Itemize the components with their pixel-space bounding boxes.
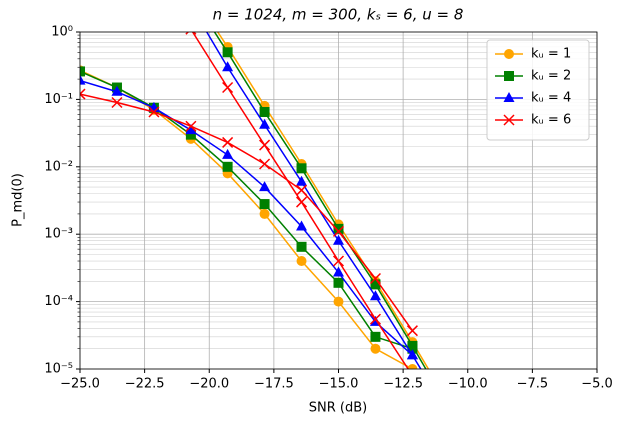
marker [369,290,381,301]
x-tick-label: −25.0 [60,377,100,392]
x-tick-label: −17.5 [254,377,294,392]
legend-label: kᵤ = 6 [531,113,571,128]
marker [333,266,344,277]
y-axis-label: P_md(0) [11,173,26,227]
marker [185,120,197,132]
chart-title: n = 1024, m = 300, kₛ = 6, u = 8 [213,6,464,24]
marker [80,88,86,100]
series-line [80,79,413,356]
marker [444,410,455,420]
marker [222,136,234,148]
marker [504,71,514,81]
marker [222,47,233,58]
x-tick-label: −10.0 [448,377,488,392]
marker [185,124,197,135]
x-tick-label: −20.0 [189,377,229,392]
marker [111,96,123,109]
marker [185,0,196,9]
marker [80,66,85,77]
marker [222,161,233,172]
marker [148,106,160,118]
series-line [191,32,410,369]
x-tick-label: −22.5 [125,377,165,392]
marker [185,32,197,35]
series-line [80,69,413,369]
series-line [216,32,430,369]
legend-box [486,39,590,141]
marker [407,364,418,369]
marker [222,82,234,94]
legend-label: kᵤ = 2 [531,69,571,84]
marker [296,220,308,231]
marker [406,325,418,337]
plot-frame [79,31,598,370]
marker [370,331,381,342]
series-line [213,32,427,369]
legend-label: kᵤ = 1 [531,47,571,62]
x-tick-label: −12.5 [383,377,423,392]
marker [333,234,344,245]
y-tick-label: 10⁻⁵ [44,362,73,377]
marker [259,118,271,129]
y-tick-label: 10⁻² [44,159,73,174]
marker [369,272,381,285]
marker [259,208,270,219]
y-tick-label: 10⁻³ [44,227,73,242]
marker [333,223,344,234]
marker [259,158,271,170]
y-tick-label: 10⁻⁴ [44,294,73,309]
marker [296,256,307,267]
marker [332,225,345,237]
marker [503,92,515,102]
plot-area [80,0,455,420]
marker [296,241,307,252]
x-tick-label: −15.0 [319,377,359,392]
marker [406,349,418,360]
marker [259,181,271,192]
series-line [80,70,413,350]
marker [111,85,123,96]
marker [333,277,344,288]
y-tick-label: 10⁻¹ [44,92,73,107]
x-axis-label: SNR (dB) [309,401,367,416]
marker [504,49,514,59]
marker [259,107,270,118]
marker [370,279,381,290]
marker [444,405,454,415]
marker [444,399,454,409]
marker [259,199,270,210]
marker [369,313,381,325]
x-tick-label: −5.0 [581,377,613,392]
marker [80,74,86,85]
marker [259,139,271,151]
marker [370,343,381,354]
marker [407,340,418,351]
marker [296,196,308,208]
marker [222,61,234,72]
marker [296,163,307,174]
marker [332,255,345,267]
y-tick-label: 10⁰ [51,25,73,40]
marker [296,175,308,186]
series-line [80,93,414,332]
legend-label: kᵤ = 4 [531,91,571,106]
marker [296,184,308,196]
marker [503,114,515,126]
marker [185,129,196,140]
marker [222,148,234,159]
marker [333,296,344,307]
x-tick-label: −7.5 [517,377,549,392]
